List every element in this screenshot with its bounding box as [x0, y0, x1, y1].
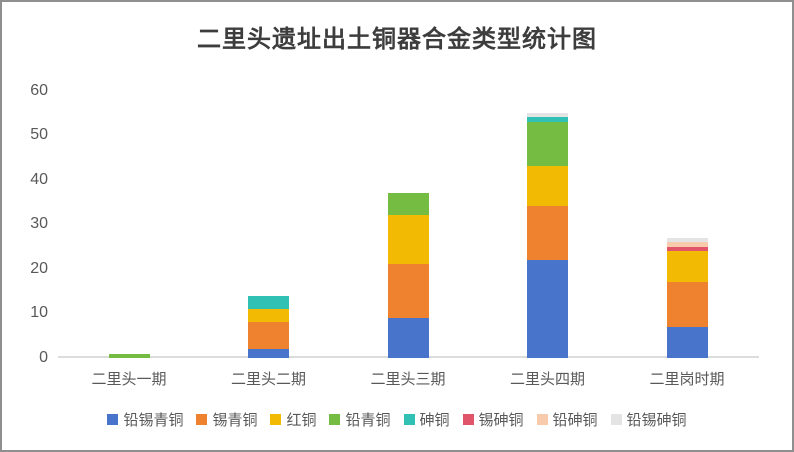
bar-segment-红铜 — [248, 308, 289, 323]
bar-segment-铅锡青铜 — [248, 349, 289, 358]
bar-segment-红铜 — [666, 251, 708, 283]
legend-swatch-icon — [329, 414, 341, 425]
bar-segment-锡青铜 — [387, 264, 429, 318]
y-tick-label: 0 — [39, 349, 48, 366]
legend-swatch-icon — [270, 414, 282, 425]
legend-item: 铅锡砷铜 — [610, 409, 687, 430]
y-tick-label: 50 — [30, 126, 48, 144]
legend-item: 铅锡青铜 — [107, 409, 183, 430]
legend-swatch-icon — [462, 414, 474, 425]
bar-segment-锡砷铜 — [666, 246, 708, 251]
bar-segment-铅锡青铜 — [387, 317, 429, 358]
legend-label: 铅砷铜 — [552, 412, 598, 429]
x-tick-label: 二里头三期 — [370, 371, 446, 388]
legend-item: 铅砷铜 — [536, 409, 598, 430]
bar-segment-铅锡砷铜 — [666, 237, 708, 243]
legend-item: 铅青铜 — [329, 409, 391, 430]
legend: 铅锡青铜 锡青铜 红铜 铅青铜 砷铜 锡砷铜 铅砷铜 铅锡砷铜 — [2, 409, 792, 430]
bar-segment-红铜 — [387, 215, 429, 265]
legend-swatch-icon — [403, 414, 415, 425]
legend-label: 锡砷铜 — [478, 412, 524, 429]
x-tick-label: 二里头二期 — [230, 371, 306, 388]
legend-item: 砷铜 — [403, 409, 450, 430]
bar-segment-铅青铜 — [387, 193, 429, 216]
legend-label: 铅青铜 — [345, 412, 391, 429]
legend-item: 锡砷铜 — [462, 409, 524, 430]
legend-swatch-icon — [610, 414, 622, 425]
y-tick-label: 30 — [30, 215, 48, 233]
x-tick-label: 二里岗时期 — [649, 371, 725, 388]
bar-segment-锡青铜 — [527, 206, 568, 260]
bar-segment-红铜 — [527, 166, 568, 207]
legend-swatch-icon — [107, 414, 119, 425]
legend-label: 铅锡青铜 — [123, 412, 184, 429]
bar-segment-砷铜 — [248, 295, 289, 309]
bar-segment-铅砷铜 — [666, 242, 708, 247]
y-tick-label: 10 — [30, 304, 48, 322]
legend-item: 红铜 — [270, 409, 316, 430]
bar-segment-铅青铜 — [527, 121, 568, 167]
bar-segment-铅锡砷铜 — [527, 112, 568, 118]
x-tick-label: 二里头一期 — [91, 371, 167, 388]
legend-item: 锡青铜 — [196, 409, 257, 430]
chart-title: 二里头遗址出土铜器合金类型统计图 — [197, 26, 597, 53]
legend-swatch-icon — [196, 414, 208, 425]
x-tick-label: 二里头四期 — [509, 371, 585, 388]
legend-swatch-icon — [536, 414, 548, 425]
bar-segment-砷铜 — [527, 117, 568, 122]
legend-label: 锡青铜 — [212, 412, 258, 429]
legend-label: 红铜 — [286, 412, 317, 429]
y-tick-label: 60 — [30, 81, 48, 99]
bar-segment-铅锡青铜 — [527, 259, 568, 358]
bar-segment-锡青铜 — [248, 322, 289, 350]
y-tick-label: 40 — [30, 170, 48, 188]
bar-segment-铅青铜 — [108, 353, 150, 358]
legend-label: 铅锡砷铜 — [626, 412, 687, 429]
legend-label: 砷铜 — [419, 412, 450, 429]
bar-segment-锡青铜 — [666, 282, 708, 327]
y-tick-label: 20 — [30, 259, 48, 277]
bar-segment-铅锡青铜 — [666, 326, 708, 358]
